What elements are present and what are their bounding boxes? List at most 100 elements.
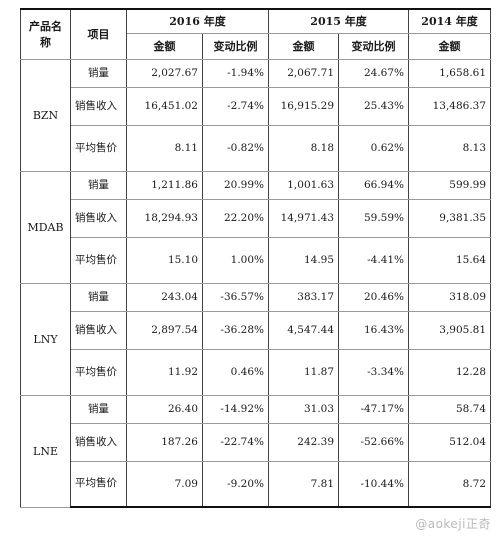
cell-amount-2014: 3,905.81: [408, 311, 492, 350]
table-row: LNE 销量 26.40 -14.92% 31.03 -47.17% 58.74: [20, 394, 492, 508]
cell-ratio-2015: -10.44%: [338, 461, 410, 508]
cell-amount-2015: 31.03: [268, 394, 340, 424]
item-label: 销售收入: [70, 423, 127, 462]
cell-ratio-2015: 20.46%: [338, 282, 410, 312]
header-ratio-2016: 变动比例: [201, 33, 270, 60]
cell-ratio-2015: 59.59%: [338, 199, 410, 238]
cell-ratio-2015: 25.43%: [338, 87, 410, 126]
table-row: 平均售价 8.11 -0.82% 8.18 0.62% 8.13: [21, 125, 492, 172]
product-name: BZN: [20, 58, 71, 172]
cell-amount-2016: 7.09: [126, 461, 203, 508]
cell-amount-2016: 11.92: [126, 349, 203, 396]
cell-ratio-2015: 24.67%: [338, 58, 410, 88]
header-year-2016: 2016 年度: [125, 8, 270, 34]
cell-amount-2014: 1,658.61: [408, 58, 492, 88]
cell-ratio-2016: -0.82%: [201, 125, 270, 172]
table-body: BZN 销量 2,027.67 -1.94% 2,067.71 24.67% 1,658.6…: [20, 58, 492, 508]
table-row: 销售收入 2,897.54 -36.28% 4,547.44 16.43% 3,905.8…: [21, 311, 492, 350]
cell-amount-2015: 16,915.29: [268, 87, 340, 126]
cell-ratio-2016: -36.28%: [201, 311, 270, 350]
cell-ratio-2016: 1.00%: [201, 237, 270, 284]
cell-ratio-2015: -47.17%: [338, 394, 410, 424]
table-row: 平均售价 11.92 0.46% 11.87 -3.34% 12.28: [21, 349, 492, 396]
cell-ratio-2015: 66.94%: [338, 170, 410, 200]
cell-amount-2016: 1,211.86: [126, 170, 203, 200]
cell-amount-2015: 8.18: [268, 125, 340, 172]
cell-ratio-2016: -9.20%: [201, 461, 270, 508]
cell-amount-2016: 18,294.93: [126, 199, 203, 238]
item-label: 销售收入: [70, 199, 127, 238]
cell-ratio-2016: 20.99%: [201, 170, 270, 200]
cell-ratio-2016: 22.20%: [201, 199, 270, 238]
item-label: 平均售价: [70, 349, 127, 396]
header-product: 产品名称: [20, 8, 71, 60]
item-label: 平均售价: [70, 237, 127, 284]
cell-ratio-2015: 16.43%: [338, 311, 410, 350]
cell-amount-2015: 14,971.43: [268, 199, 340, 238]
cell-amount-2015: 14.95: [268, 237, 340, 284]
cell-ratio-2015: -52.66%: [338, 423, 410, 462]
item-label: 平均售价: [70, 461, 127, 508]
header-amount-2016: 金额: [126, 33, 203, 60]
cell-amount-2015: 383.17: [268, 282, 340, 312]
cell-amount-2014: 13,486.37: [408, 87, 492, 126]
cell-ratio-2016: -14.92%: [201, 394, 270, 424]
product-name: LNE: [20, 394, 71, 508]
header-amount-2014: 金额: [408, 33, 492, 60]
cell-amount-2014: 9,381.35: [408, 199, 492, 238]
cell-ratio-2016: -36.57%: [201, 282, 270, 312]
item-label: 销量: [70, 282, 127, 312]
cell-ratio-2015: -4.41%: [338, 237, 410, 284]
cell-ratio-2015: -3.34%: [338, 349, 410, 396]
cell-amount-2016: 16,451.02: [126, 87, 203, 126]
sales-table: 产品名称 项目 2016 年度 2015 年度 2014 年度 金额 变动比例 …: [20, 8, 492, 508]
table-row: MDAB 销量 1,211.86 20.99% 1,001.63 66.94% 599.99: [20, 170, 492, 284]
table-row: LNY 销量 243.04 -36.57% 383.17 20.46% 318.09: [20, 282, 492, 396]
cell-amount-2014: 15.64: [408, 237, 492, 284]
item-label: 销售收入: [70, 87, 127, 126]
cell-amount-2016: 187.26: [126, 423, 203, 462]
cell-amount-2015: 242.39: [268, 423, 340, 462]
product-name: MDAB: [20, 170, 71, 284]
cell-amount-2015: 11.87: [268, 349, 340, 396]
table-row: 销售收入 187.26 -22.74% 242.39 -52.66% 512.04: [21, 423, 492, 462]
cell-amount-2014: 8.72: [408, 461, 492, 508]
cell-ratio-2016: -1.94%: [201, 58, 270, 88]
cell-ratio-2016: -2.74%: [201, 87, 270, 126]
cell-amount-2014: 8.13: [408, 125, 492, 172]
cell-amount-2015: 1,001.63: [268, 170, 340, 200]
cell-ratio-2016: 0.46%: [201, 349, 270, 396]
table-row: 平均售价 15.10 1.00% 14.95 -4.41% 15.64: [21, 237, 492, 284]
header-item: 项目: [70, 8, 127, 60]
cell-amount-2015: 4,547.44: [268, 311, 340, 350]
cell-amount-2016: 2,897.54: [126, 311, 203, 350]
cell-amount-2015: 7.81: [268, 461, 340, 508]
cell-amount-2016: 8.11: [126, 125, 203, 172]
table-row: BZN 销量 2,027.67 -1.94% 2,067.71 24.67% 1,658.6…: [20, 58, 492, 172]
item-label: 销量: [70, 170, 127, 200]
watermark: @aokeji正奇: [415, 517, 491, 531]
cell-amount-2016: 2,027.67: [126, 58, 203, 88]
cell-amount-2014: 318.09: [408, 282, 492, 312]
table-row: 销售收入 16,451.02 -2.74% 16,915.29 25.43% 13,486…: [21, 87, 492, 126]
header-year-2014: 2014 年度: [408, 8, 492, 34]
cell-amount-2014: 599.99: [408, 170, 492, 200]
header-ratio-2015: 变动比例: [338, 33, 410, 60]
cell-amount-2014: 12.28: [408, 349, 492, 396]
cell-amount-2015: 2,067.71: [268, 58, 340, 88]
item-label: 销售收入: [70, 311, 127, 350]
item-label: 平均售价: [70, 125, 127, 172]
table-row: 销售收入 18,294.93 22.20% 14,971.43 59.59% 9,381.…: [21, 199, 492, 238]
cell-ratio-2015: 0.62%: [338, 125, 410, 172]
header-year-2015: 2015 年度: [268, 8, 410, 34]
cell-amount-2016: 243.04: [126, 282, 203, 312]
cell-amount-2014: 512.04: [408, 423, 492, 462]
cell-amount-2016: 15.10: [126, 237, 203, 284]
table-row: 平均售价 7.09 -9.20% 7.81 -10.44% 8.72: [21, 461, 492, 508]
cell-amount-2014: 58.74: [408, 394, 492, 424]
cell-amount-2016: 26.40: [126, 394, 203, 424]
product-name: LNY: [20, 282, 71, 396]
header-amount-2015: 金额: [268, 33, 340, 60]
cell-ratio-2016: -22.74%: [201, 423, 270, 462]
item-label: 销量: [70, 394, 127, 424]
